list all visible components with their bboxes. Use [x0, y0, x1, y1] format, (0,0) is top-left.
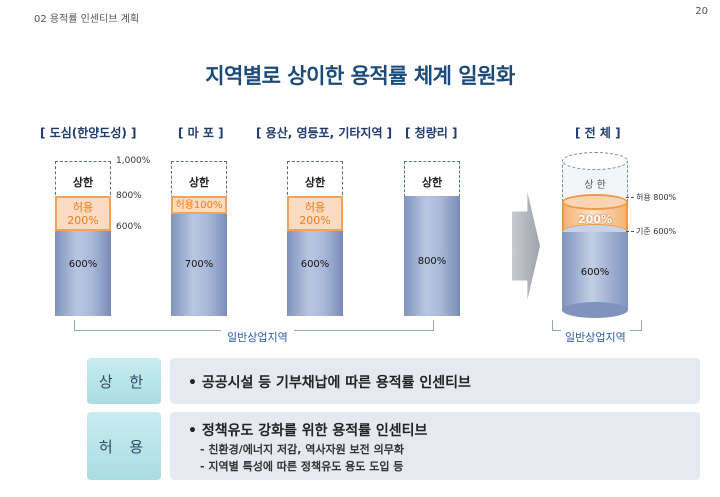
cyl-base-top: [562, 224, 628, 240]
total-upper-label: 상 한: [584, 180, 606, 191]
allow-value: 200%: [299, 214, 331, 227]
total-base-value: 600%: [580, 267, 610, 278]
tag-upper-label: 상 한: [98, 372, 150, 391]
zone-label: 일반상업지역: [221, 329, 294, 345]
desc-allow-line-3: - 지역별 특성에 따른 정책유도 용도 도입 등: [200, 460, 404, 473]
base-value: 800%: [417, 256, 447, 267]
allow-box: 허용 200%: [55, 196, 111, 231]
upper-label: 상한: [72, 176, 94, 189]
desc-upper-line: • 공공시설 등 기부채납에 따른 용적률 인센티브: [188, 375, 471, 391]
legend-base-line: [626, 231, 634, 232]
upper-box: 상한: [404, 161, 460, 197]
tag-allow: 허 용: [87, 412, 161, 480]
base-bar: 600%: [55, 231, 111, 316]
legend-allow: 허용 800%: [636, 193, 677, 202]
region-label-mapo: [ 마 포 ]: [178, 126, 224, 140]
scale-1000: 1,000%: [116, 156, 151, 166]
total-zone-label: 일반상업지역: [561, 329, 630, 345]
legend-allow-line: [626, 197, 634, 198]
legend-base: 기준 600%: [636, 227, 677, 236]
cyl-allow-top: [562, 194, 628, 210]
base-value: 700%: [184, 259, 214, 270]
allow-box: 허용 200%: [287, 196, 343, 231]
allow-label: 허용: [72, 201, 94, 214]
cyl-top-ellipse: [562, 152, 628, 170]
region-label-yongsan: [ 용산, 영등포, 기타지역 ]: [256, 126, 393, 140]
column-cheongnyangni: 상한 800%: [404, 161, 460, 316]
desc-allow-line-2: - 친환경/에너지 저감, 역사자원 보전 의무화: [200, 443, 404, 456]
region-label-cheongnyangni: [ 청량리 ]: [405, 126, 458, 140]
region-label-downtown: [ 도심(한양도성) ]: [40, 126, 137, 140]
tag-allow-label: 허 용: [98, 437, 150, 456]
column-downtown: 상한 허용 200% 600%: [55, 161, 111, 316]
upper-label: 상한: [421, 176, 443, 189]
page-number: 20: [695, 6, 708, 17]
base-bar: 800%: [404, 196, 460, 316]
tag-upper: 상 한: [87, 358, 161, 404]
column-mapo: 상한 허용100% 700%: [171, 161, 227, 316]
base-bar: 700%: [171, 214, 227, 316]
total-allow-value: 200%: [578, 213, 612, 226]
region-label-total: [ 전 체 ]: [575, 126, 621, 140]
cyl-bottom: [562, 302, 628, 318]
page-title: 지역별로 상이한 용적률 체계 일원화: [205, 64, 515, 88]
upper-label: 상한: [188, 176, 210, 189]
base-bar: 600%: [287, 231, 343, 316]
column-yongsan: 상한 허용 200% 600%: [287, 161, 343, 316]
base-value: 600%: [68, 259, 98, 270]
allow-value: 200%: [67, 214, 99, 227]
desc-allow: • 정책유도 강화를 위한 용적률 인센티브 - 친환경/에너지 저감, 역사자…: [170, 412, 700, 480]
allow-label: 허용: [304, 201, 326, 214]
desc-upper: • 공공시설 등 기부채납에 따른 용적률 인센티브: [170, 358, 700, 404]
scale-800: 800%: [116, 191, 142, 201]
right-arrow-icon: [512, 192, 540, 300]
base-value: 600%: [300, 259, 330, 270]
allow-box: 허용100%: [171, 196, 227, 214]
scale-600: 600%: [116, 222, 142, 232]
allow-value: 허용100%: [175, 200, 223, 211]
upper-label: 상한: [304, 176, 326, 189]
section-label: 02 용적률 인센티브 계획: [34, 14, 140, 25]
desc-allow-line-1: • 정책유도 강화를 위한 용적률 인센티브: [188, 423, 428, 439]
